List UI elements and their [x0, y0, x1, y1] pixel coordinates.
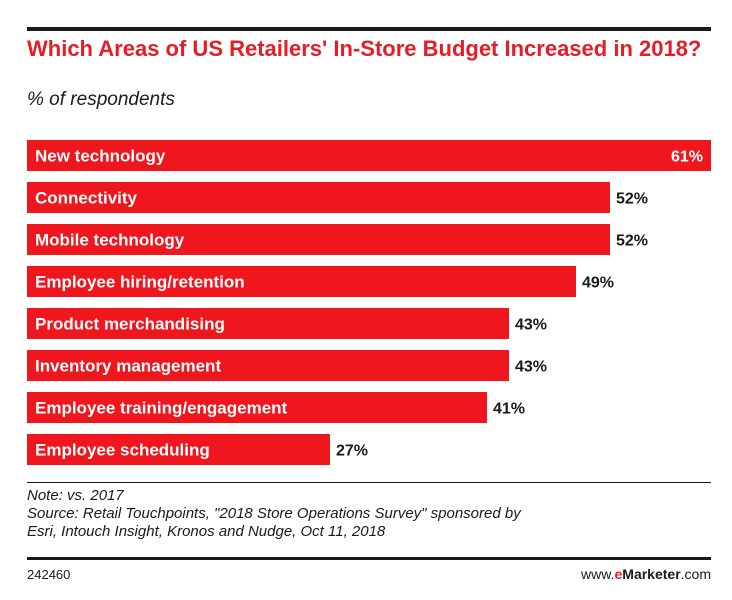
bar-chart: New technology 61% Connectivity 52% Mobile t…	[27, 140, 711, 465]
value-label-employee-hiring-retention: 49%	[582, 275, 614, 292]
top-rule	[27, 27, 711, 31]
brand-link[interactable]: www.eMarketer.com	[581, 566, 711, 582]
chart-subtitle: % of respondents	[27, 89, 175, 110]
bar-employee-training-engagement	[27, 392, 487, 423]
footer-rule	[27, 482, 711, 483]
value-label-employee-training-engagement: 41%	[493, 401, 525, 418]
value-label-new-technology: 61%	[671, 149, 703, 166]
brand-prefix: www.	[581, 566, 615, 582]
brand-name: Marketer	[622, 566, 681, 582]
chart-title: Which Areas of US Retailers' In-Store Bu…	[27, 36, 702, 61]
value-label-product-merchandising: 43%	[515, 317, 547, 334]
value-label-employee-scheduling: 27%	[336, 443, 368, 460]
bar-inventory-management	[27, 350, 509, 381]
bar-connectivity	[27, 182, 610, 213]
bar-label-employee-hiring-retention: Employee hiring/retention	[35, 273, 245, 292]
bar-product-merchandising	[27, 308, 509, 339]
bar-label-employee-scheduling: Employee scheduling	[35, 441, 210, 460]
value-label-inventory-management: 43%	[515, 359, 547, 376]
bar-label-product-merchandising: Product merchandising	[35, 315, 225, 334]
source-text-line-2: Esri, Intouch Insight, Kronos and Nudge,…	[27, 523, 386, 540]
bar-label-mobile-technology: Mobile technology	[35, 231, 185, 250]
source-text-line-1: Source: Retail Touchpoints, "2018 Store …	[27, 505, 521, 522]
bar-label-inventory-management: Inventory management	[35, 357, 221, 376]
footer-notes: Note: vs. 2017 Source: Retail Touchpoint…	[27, 487, 711, 541]
brand-suffix: .com	[680, 566, 711, 582]
note-text: Note: vs. 2017	[27, 487, 124, 504]
value-label-connectivity: 52%	[616, 191, 648, 208]
bar-employee-hiring-retention	[27, 266, 576, 297]
bar-employee-scheduling	[27, 434, 330, 465]
value-label-mobile-technology: 52%	[616, 233, 648, 250]
bar-label-employee-training-engagement: Employee training/engagement	[35, 399, 288, 418]
brand-e: e	[614, 566, 623, 582]
bar-label-new-technology: New technology	[35, 147, 166, 166]
bottom-rule	[27, 557, 711, 560]
chart-id: 242460	[27, 567, 71, 582]
bar-mobile-technology	[27, 224, 610, 255]
bar-new-technology	[27, 140, 711, 171]
bar-label-connectivity: Connectivity	[35, 189, 138, 208]
